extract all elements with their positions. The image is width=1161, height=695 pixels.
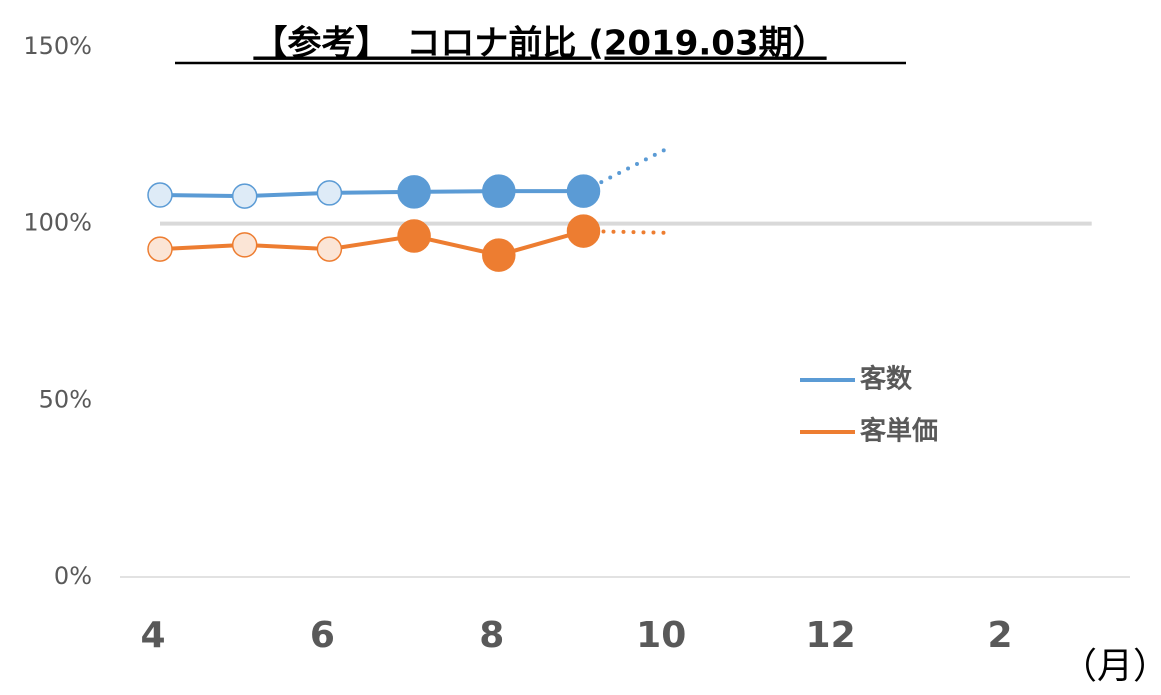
- y-tick-label: 100%: [23, 209, 92, 237]
- x-tick-label: 12: [806, 615, 856, 656]
- legend-label: 客単価: [860, 416, 938, 447]
- y-tick-label: 50%: [39, 385, 92, 413]
- data-point: [397, 175, 431, 209]
- x-tick-label: 2: [987, 615, 1012, 656]
- y-tick-label: 0%: [54, 562, 92, 590]
- x-tick-label: 10: [636, 615, 686, 656]
- data-point: [147, 182, 173, 208]
- x-unit: （月）: [1061, 646, 1161, 687]
- series-line: [159, 189, 584, 199]
- data-point: [566, 174, 601, 208]
- data-point: [316, 236, 343, 262]
- chart-title: 【参考】 コロナ前比 (2019.03期）: [253, 24, 826, 64]
- y-tick-label: 150%: [23, 32, 92, 60]
- data-point: [231, 232, 258, 258]
- data-point: [316, 180, 343, 206]
- x-tick-label: 8: [479, 615, 504, 656]
- legend-label: 客数: [860, 364, 913, 395]
- data-point: [566, 214, 601, 248]
- data-point: [397, 219, 431, 253]
- data-point: [482, 238, 516, 272]
- data-point: [147, 236, 173, 262]
- data-point: [482, 174, 516, 208]
- data-point: [231, 183, 258, 209]
- x-tick-label: 4: [140, 615, 165, 656]
- forecast-line: [581, 146, 671, 194]
- series-line: [159, 229, 585, 258]
- forecast-line: [581, 229, 671, 235]
- x-tick-label: 6: [310, 615, 335, 656]
